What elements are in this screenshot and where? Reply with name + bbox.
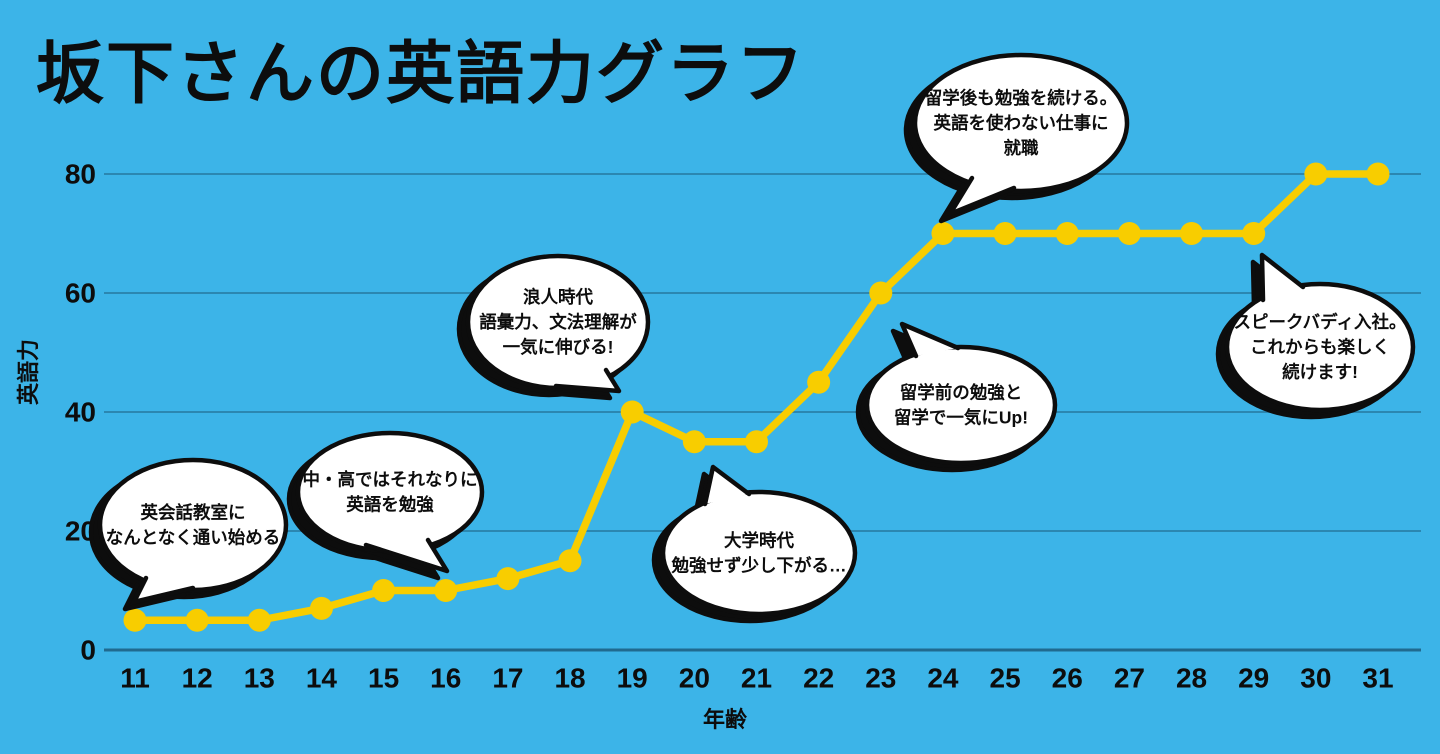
bubble-body (660, 489, 858, 617)
y-tick-label: 40 (65, 397, 96, 428)
x-tick-label: 31 (1362, 663, 1393, 694)
bubble-text-line: 就職 (1004, 138, 1039, 158)
bubble-text-line: 語彙力、文法理解が (479, 312, 637, 332)
data-point-age-20 (682, 430, 706, 454)
data-point-age-21 (745, 430, 768, 454)
bubble-body (912, 52, 1130, 194)
data-point-age-16 (434, 579, 458, 602)
bubble-tail (131, 575, 196, 605)
bubble-text-line: 一気に伸びる! (503, 337, 614, 357)
x-tick-label: 21 (741, 663, 772, 694)
data-point-age-30 (1304, 162, 1328, 186)
x-tick-label: 29 (1238, 663, 1269, 694)
x-tick-label: 14 (306, 663, 338, 694)
x-tick-label: 15 (368, 663, 399, 694)
data-point-age-19 (620, 400, 644, 424)
data-point-age-15 (372, 579, 396, 602)
x-tick-label: 30 (1300, 663, 1331, 694)
y-tick-label: 0 (80, 635, 96, 666)
bubble-text-line: 英語を勉強 (346, 495, 434, 515)
x-tick-label: 18 (554, 663, 585, 694)
x-tick-label: 12 (182, 663, 213, 694)
bubble-tail (1259, 252, 1306, 303)
bubble-body (1224, 281, 1416, 413)
x-tick-label: 11 (120, 663, 150, 694)
data-point-age-26 (1055, 222, 1079, 245)
x-tick-label: 25 (990, 663, 1021, 694)
bubble-text-line: 浪人時代 (523, 287, 593, 307)
bubble-tail (363, 537, 450, 574)
x-tick-label: 13 (244, 663, 275, 694)
y-tick-label: 60 (65, 278, 96, 309)
bubble-body (295, 430, 485, 554)
x-tick-label: 22 (803, 663, 834, 694)
bubble-text-line: なんとなく通い始める (106, 528, 280, 548)
data-point-age-28 (1180, 222, 1204, 245)
data-point-age-24 (931, 222, 955, 245)
bubble-tail (702, 464, 752, 507)
bubble-body (864, 344, 1058, 466)
bubble-text-line: 続けます! (1282, 362, 1358, 382)
bubble-text-line: 留学で一気にUp! (894, 408, 1028, 428)
bubble-text-line: 大学時代 (724, 531, 794, 551)
data-point-age-12 (185, 608, 209, 632)
data-point-age-29 (1242, 222, 1266, 245)
bubble-tail (899, 321, 961, 359)
data-point-age-18 (558, 549, 582, 573)
data-point-age-13 (247, 608, 271, 632)
x-tick-label: 28 (1176, 663, 1207, 694)
bubble-text-line: 英会話教室に (141, 503, 246, 523)
x-tick-label: 24 (927, 663, 959, 694)
bubble-body (97, 457, 289, 593)
x-tick-label: 16 (430, 663, 461, 694)
bubble-tail (947, 175, 1017, 217)
data-point-age-17 (496, 567, 520, 591)
bubble-text-line: 留学後も勉強を続ける。 (925, 88, 1118, 108)
bubble-text-line: これからも楽しく (1250, 337, 1390, 357)
data-point-age-31 (1366, 162, 1390, 186)
data-point-age-14 (309, 596, 333, 620)
x-tick-label: 19 (617, 663, 648, 694)
x-tick-label: 27 (1114, 663, 1145, 694)
x-tick-label: 23 (865, 663, 896, 694)
bubble-tail (553, 367, 622, 394)
y-tick-label: 80 (65, 159, 96, 190)
bubble-text-line: 勉強せず少し下がる… (671, 556, 847, 576)
data-point-age-23 (869, 281, 893, 305)
speech-bubble: 大学時代勉強せず少し下がる… (651, 464, 858, 624)
data-point-age-27 (1117, 222, 1141, 245)
bubble-text-line: 留学前の勉強と (900, 383, 1023, 403)
data-point-age-25 (993, 222, 1017, 245)
bubble-text-line: スピークバディ入社。 (1234, 312, 1407, 332)
x-tick-label: 20 (679, 663, 710, 694)
bubble-text-line: 英語を使わない仕事に (934, 113, 1109, 133)
x-axis-title: 年齢 (702, 707, 748, 732)
bubble-text-line: 中・高ではそれなりに (303, 470, 478, 490)
data-point-age-22 (807, 370, 831, 394)
data-point-age-11 (123, 608, 147, 632)
x-tick-label: 17 (492, 663, 523, 694)
x-tick-label: 26 (1052, 663, 1083, 694)
page-title: 坂下さんの英語力グラフ (36, 36, 807, 112)
